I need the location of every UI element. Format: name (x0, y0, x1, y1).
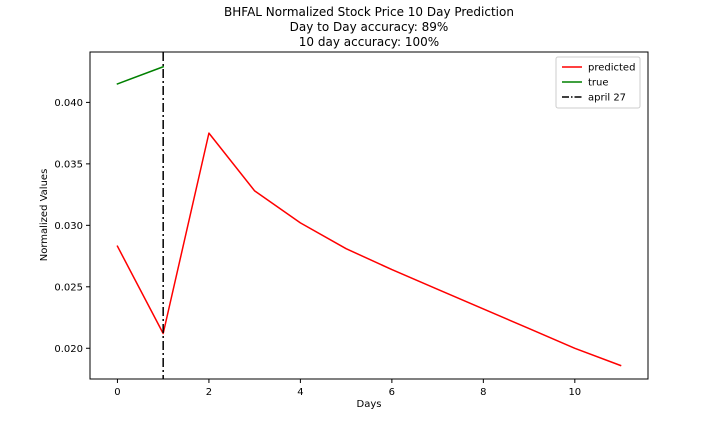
chart-title-line-2: Day to Day accuracy: 89% (290, 20, 449, 34)
y-tick-label: 0.040 (54, 98, 83, 109)
series-line-true (116, 65, 165, 85)
y-tick-label: 0.030 (54, 221, 83, 232)
x-tick-label: 6 (389, 387, 395, 398)
legend-label-true: true (588, 78, 609, 89)
legend-box (555, 56, 641, 109)
axes-frame (89, 51, 649, 380)
plot-marks (116, 52, 622, 379)
series-line-predicted (116, 132, 622, 367)
x-axis-label: Days (357, 399, 382, 410)
legend-label-april-27: april 27 (588, 93, 626, 104)
chart-title-line-1: BHFAL Normalized Stock Price 10 Day Pred… (224, 5, 514, 19)
legend-label-predicted: predicted (588, 63, 635, 74)
x-tick-label: 2 (206, 387, 212, 398)
x-tick-label: 4 (297, 387, 303, 398)
plot-area (116, 52, 622, 379)
x-tick-label: 8 (480, 387, 486, 398)
y-tick-label: 0.020 (54, 344, 83, 355)
axes: 0 2 4 6 8 10 0.020 0.025 0.030 0.035 0.040 (54, 51, 649, 398)
legend: predicted true april 27 (555, 56, 641, 109)
chart-title: BHFAL Normalized Stock Price 10 Day Pred… (224, 5, 514, 49)
y-axis-label: Normalized Values (39, 169, 50, 262)
y-tick-label: 0.035 (54, 159, 83, 170)
x-tick-label: 10 (568, 387, 581, 398)
x-tick-label: 0 (114, 387, 120, 398)
chart-title-line-3: 10 day accuracy: 100% (299, 35, 439, 49)
y-tick-label: 0.025 (54, 282, 83, 293)
